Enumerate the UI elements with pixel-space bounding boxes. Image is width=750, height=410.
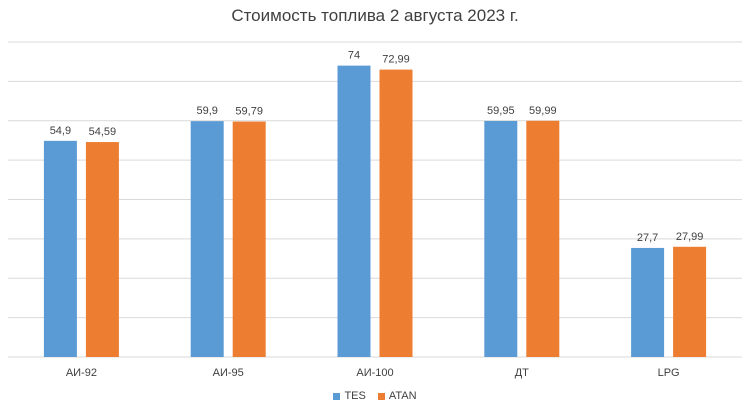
bar-atan (673, 246, 707, 357)
legend-swatch-atan (377, 392, 385, 400)
data-label: 59,9 (196, 105, 217, 117)
data-label: 59,79 (235, 106, 263, 118)
bar-tes (484, 120, 518, 358)
bar-atan (232, 121, 266, 357)
legend: TES ATAN (0, 390, 750, 402)
legend-swatch-tes (333, 392, 341, 400)
data-label: 59,95 (487, 105, 515, 117)
bar-tes (43, 140, 77, 357)
bar-atan (85, 142, 119, 357)
data-label: 27,7 (637, 232, 658, 244)
legend-item-atan: ATAN (377, 390, 417, 402)
x-tick-label: АИ-95 (213, 367, 244, 379)
x-tick-label: ДТ (515, 367, 529, 379)
x-tick-label: LPG (658, 367, 680, 379)
x-tick-label: АИ-100 (356, 367, 393, 379)
chart-title: Стоимость топлива 2 августа 2023 г. (231, 6, 519, 25)
data-label: 54,9 (50, 125, 71, 137)
data-label: 27,99 (676, 231, 704, 243)
legend-label-atan: ATAN (388, 390, 417, 402)
data-label: 54,59 (89, 126, 117, 138)
bar-atan (379, 69, 413, 358)
data-label: 59,99 (529, 105, 557, 117)
data-label: 72,99 (382, 54, 410, 66)
bar-tes (337, 65, 371, 357)
legend-label-tes: TES (344, 390, 366, 402)
x-tick-label: АИ-92 (66, 367, 97, 379)
bar-tes (190, 121, 224, 357)
legend-item-tes: TES (333, 390, 366, 402)
data-label: 74 (348, 50, 360, 62)
bar-tes (631, 247, 665, 357)
bar-atan (526, 120, 560, 358)
